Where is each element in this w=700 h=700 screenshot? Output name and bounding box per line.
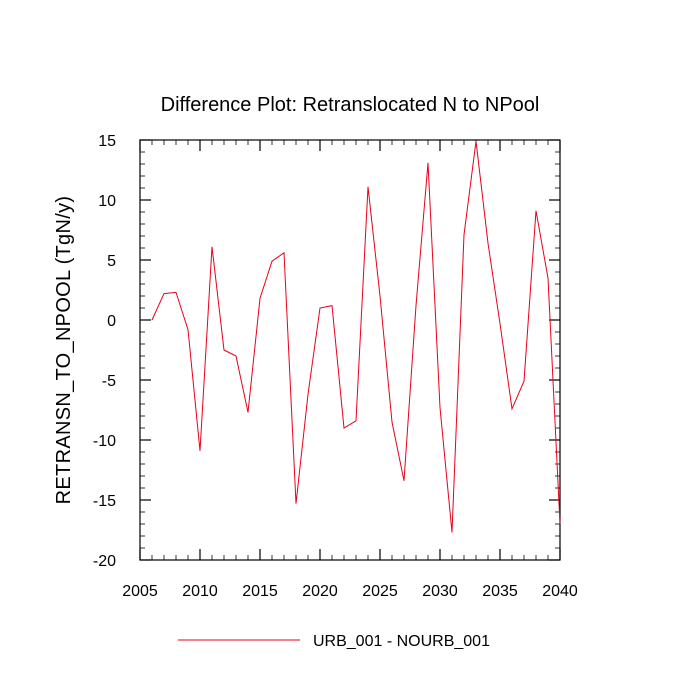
major-ticks [139, 139, 561, 561]
x-tick-label: 2030 [422, 583, 458, 600]
x-tick-label: 2025 [362, 583, 398, 600]
y-tick-label: 0 [107, 313, 116, 330]
x-tick-label: 2005 [122, 583, 158, 600]
x-tick-label: 2010 [182, 583, 218, 600]
y-tick-labels: -20 -15 -10 -5 0 5 10 15 [93, 133, 116, 570]
minor-ticks [140, 140, 560, 560]
x-tick-label: 2015 [242, 583, 278, 600]
series-layer [151, 141, 561, 533]
x-tick-label: 2020 [302, 583, 338, 600]
x-tick-labels: 2005 2010 2015 2020 2025 2030 2035 2040 [122, 583, 578, 600]
plot-frame [139, 139, 561, 561]
y-tick-label: -5 [102, 373, 116, 390]
series-line [151, 141, 561, 533]
x-tick-label: 2040 [542, 583, 578, 600]
legend: URB_001 - NOURB_001 [178, 633, 490, 650]
legend-label: URB_001 - NOURB_001 [313, 633, 490, 650]
y-tick-label: 15 [98, 133, 116, 150]
y-tick-label: 5 [107, 253, 116, 270]
x-tick-label: 2035 [482, 583, 518, 600]
chart-title: Difference Plot: Retranslocated N to NPo… [161, 94, 540, 116]
y-axis-label: RETRANSN_TO_NPOOL (TgN/y) [53, 196, 75, 505]
y-tick-label: 10 [98, 193, 116, 210]
y-tick-label: -10 [93, 433, 116, 450]
y-tick-label: -15 [93, 493, 116, 510]
y-tick-label: -20 [93, 553, 116, 570]
